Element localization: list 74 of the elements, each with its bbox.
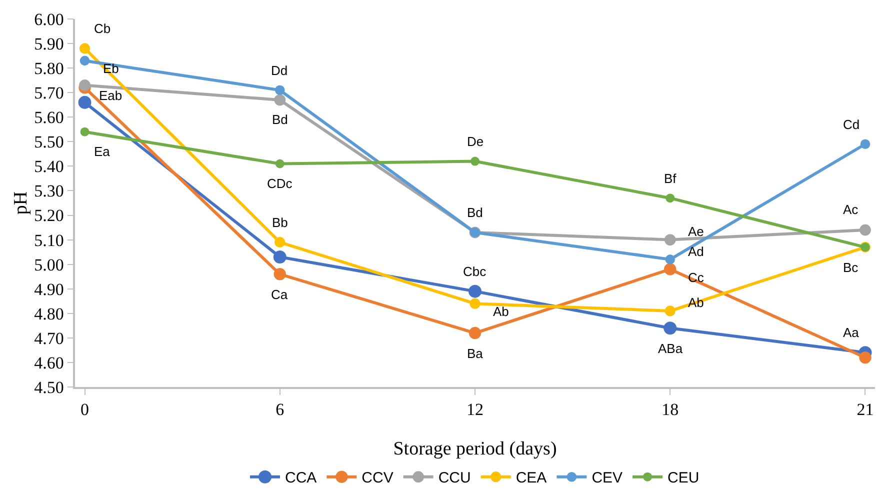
point — [664, 234, 676, 246]
point — [468, 284, 482, 298]
point — [859, 351, 872, 364]
annotation: Ba — [467, 346, 484, 361]
annotation: Bc — [843, 260, 859, 275]
point — [666, 194, 675, 203]
point — [78, 96, 92, 109]
point — [80, 56, 90, 66]
x-tick-label: 6 — [276, 400, 284, 420]
y-tick-label: 5.90 — [34, 34, 64, 54]
point — [274, 268, 286, 280]
point — [470, 156, 480, 166]
annotation: Aa — [843, 325, 860, 340]
annotation: Ea — [94, 144, 111, 159]
point — [79, 43, 90, 54]
legend-label: CCV — [362, 470, 394, 487]
point — [860, 224, 871, 236]
y-tick-label: 4.90 — [34, 280, 64, 299]
point — [79, 80, 90, 91]
point — [665, 254, 676, 264]
point — [274, 236, 286, 248]
point — [274, 85, 285, 96]
y-tick-label: 6.00 — [34, 10, 64, 29]
annotation: Ae — [688, 224, 704, 239]
y-tick-label: 5.50 — [34, 132, 64, 152]
annotation: De — [467, 134, 484, 149]
y-tick-label: 4.70 — [34, 328, 64, 348]
annotation: Ab — [493, 304, 509, 319]
point — [273, 250, 286, 264]
y-tick-label: 5.20 — [34, 206, 64, 226]
y-axis-title: pH — [10, 191, 32, 215]
annotation: Bd — [467, 205, 483, 220]
x-tick-label: 21 — [856, 400, 874, 420]
y-tick-label: 5.40 — [34, 157, 64, 176]
annotation: Cb — [94, 21, 111, 36]
y-tick-label: 5.30 — [34, 182, 64, 201]
point — [860, 139, 870, 150]
annotation: Ac — [843, 202, 859, 217]
y-tick-label: 4.50 — [34, 378, 64, 397]
point — [470, 298, 480, 309]
annotation: Bb — [272, 215, 288, 230]
annotation: Cbc — [463, 264, 487, 279]
point — [664, 263, 676, 276]
y-tick-label: 4.60 — [34, 353, 64, 372]
annotation: Ca — [271, 287, 288, 302]
legend-label: CEU — [668, 470, 700, 487]
point — [664, 306, 676, 316]
annotation: Eab — [99, 88, 122, 103]
point — [80, 127, 90, 136]
legend-label: CCU — [438, 470, 471, 487]
annotation: CDc — [267, 176, 293, 191]
legend-label: CEV — [592, 470, 623, 487]
legend-label: CEA — [516, 470, 547, 487]
y-tick-label: 4.80 — [34, 304, 64, 324]
annotation: Cd — [843, 117, 860, 132]
annotation: Dd — [271, 63, 288, 78]
x-axis-title: Storage period (days) — [393, 438, 557, 460]
y-tick-label: 5.70 — [34, 84, 64, 103]
y-tick-label: 5.80 — [34, 59, 64, 78]
point — [468, 326, 482, 340]
annotation: Bf — [664, 171, 677, 186]
y-tick-label: 5.60 — [34, 108, 64, 128]
x-tick-label: 18 — [662, 400, 679, 420]
annotation: Bd — [272, 112, 288, 127]
point — [275, 159, 284, 168]
legend-label: CCA — [285, 470, 317, 487]
y-tick-label: 5.10 — [34, 230, 64, 250]
annotation: ABa — [658, 341, 684, 356]
x-tick-label: 0 — [80, 400, 90, 420]
y-tick-label: 5.00 — [34, 255, 64, 274]
x-tick-label: 12 — [466, 400, 484, 420]
annotation: Ad — [688, 244, 704, 259]
point — [664, 322, 677, 335]
point — [274, 94, 286, 106]
